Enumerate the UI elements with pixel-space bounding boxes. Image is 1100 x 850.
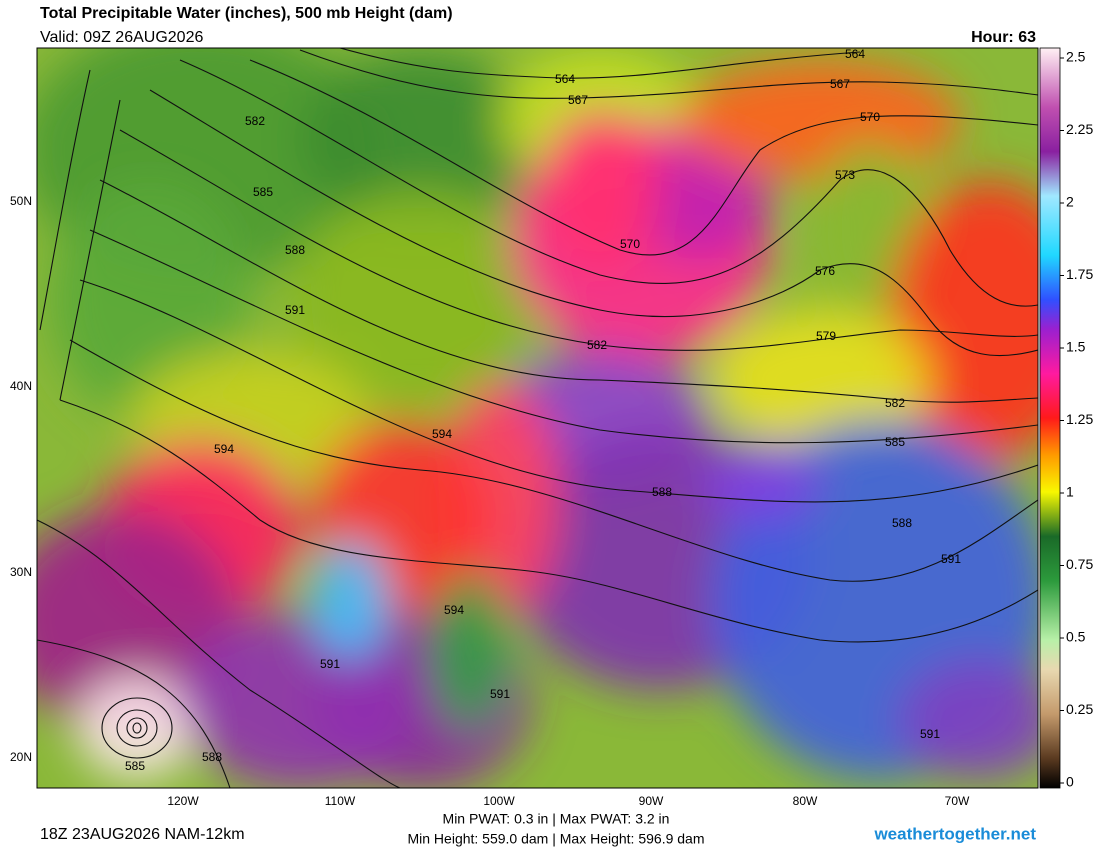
longitude-label: 80W [793, 794, 818, 808]
colorbar-tick-label: 2.5 [1066, 49, 1086, 65]
pwat-stats: Min PWAT: 0.3 in | Max PWAT: 3.2 in [443, 811, 670, 827]
contour-label: 573 [835, 168, 855, 182]
colorbar-tick-label: 2.25 [1066, 121, 1093, 137]
colorbar-tick-label: 1.5 [1066, 339, 1086, 355]
colorbar-tick-label: 2 [1066, 194, 1074, 210]
contour-label: 564 [555, 72, 575, 86]
contour-label: 591 [490, 687, 510, 701]
contour-label: 591 [920, 727, 940, 741]
colorbar [1039, 47, 1061, 789]
contour-label: 594 [432, 427, 452, 441]
contour-label: 588 [202, 750, 222, 764]
contour-label: 591 [285, 303, 305, 317]
longitude-label: 90W [639, 794, 664, 808]
contour-label: 588 [652, 485, 672, 499]
moisture-field [630, 140, 770, 260]
moisture-field [700, 440, 820, 520]
contour-label: 585 [125, 759, 145, 773]
latitude-label: 20N [10, 750, 32, 764]
contour-label: 567 [830, 77, 850, 91]
colorbar-tick-label: 1.25 [1066, 411, 1093, 427]
contour-label: 567 [568, 93, 588, 107]
contour-label: 582 [885, 396, 905, 410]
contour-label: 594 [444, 603, 464, 617]
contour-label: 585 [253, 185, 273, 199]
moisture-field [680, 60, 960, 180]
colorbar-tick-label: 0.75 [1066, 556, 1093, 572]
contour-label: 591 [941, 552, 961, 566]
colorbar-tick-label: 1 [1066, 484, 1074, 500]
map-field: 564 564 567 567 570 570 573 576 579 582 582 582 585 5… [37, 47, 1038, 788]
latitude-label: 40N [10, 379, 32, 393]
contour-label: 585 [885, 435, 905, 449]
longitude-label: 70W [945, 794, 970, 808]
longitude-label: 100W [483, 794, 515, 808]
map-frame [36, 47, 1039, 789]
contour-label: 582 [587, 338, 607, 352]
moisture-field [290, 190, 550, 410]
colorbar-tick-label: 0.5 [1066, 629, 1086, 645]
latitude-label: 50N [10, 194, 32, 208]
longitude-label: 120W [167, 794, 199, 808]
contour-label: 570 [860, 110, 880, 124]
colorbar-tick-label: 0.25 [1066, 701, 1093, 717]
latitude-label: 30N [10, 565, 32, 579]
contour-label: 564 [845, 47, 865, 61]
contours [37, 48, 1038, 788]
longitude-label: 110W [325, 794, 356, 808]
title: Total Precipitable Water (inches), 500 m… [40, 5, 453, 22]
contour-label: 594 [214, 442, 234, 456]
model-run: 18Z 23AUG2026 NAM-12km [40, 826, 245, 843]
contour-label: 582 [245, 114, 265, 128]
moisture-field [710, 310, 930, 450]
credit: weathertogether.net [873, 824, 1036, 843]
colorbar-tick-label: 1.75 [1066, 266, 1093, 282]
colorbar-tick-label: 0 [1066, 774, 1074, 790]
moisture-field [430, 570, 510, 730]
contour-label: 570 [620, 237, 640, 251]
valid-time: Valid: 09Z 26AUG2026 [40, 29, 203, 46]
contour-label: 579 [816, 329, 836, 343]
forecast-hour: Hour: 63 [971, 29, 1036, 46]
contour-label: 588 [892, 516, 912, 530]
contour-label: 576 [815, 264, 835, 278]
contour-label: 588 [285, 243, 305, 257]
moisture-field [900, 660, 1038, 780]
height-stats: Min Height: 559.0 dam | Max Height: 596.… [407, 831, 704, 847]
contour-label: 591 [320, 657, 340, 671]
moisture-field [77, 678, 197, 778]
moisture-field [540, 110, 660, 270]
moisture-field [310, 540, 390, 660]
